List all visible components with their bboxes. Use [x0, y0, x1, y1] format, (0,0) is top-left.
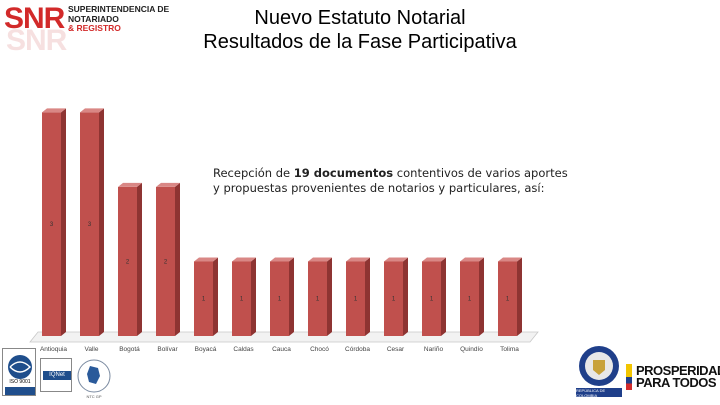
bar-side-narino	[441, 257, 446, 336]
iqnet-badge: IQNet	[40, 358, 72, 392]
bar-top-bogota	[118, 182, 142, 187]
bar-bogota	[118, 186, 137, 336]
bar-cauca	[270, 261, 289, 336]
category-label-boyaca: Boyacá	[195, 346, 217, 353]
bar-narino	[422, 261, 441, 336]
bar-cesar	[384, 261, 403, 336]
slide-title: Nuevo Estatuto Notarial Resultados de la…	[140, 6, 580, 54]
logo-line-2: NOTARIADO	[68, 13, 119, 24]
bar-valle	[80, 112, 99, 336]
ntcgp-colombia-icon	[77, 359, 111, 393]
title-line-2: Resultados de la Fase Participativa	[203, 31, 517, 53]
logo-mark-reflection: SNR	[6, 24, 67, 57]
prosperidad-line-2: PARA TODOS	[636, 375, 716, 390]
bar-side-bolivar	[175, 182, 180, 336]
category-label-caldas: Caldas	[233, 346, 254, 353]
data-label-cauca: 1	[278, 297, 282, 303]
shield-caption: REPÚBLICA DE COLOMBIA	[576, 388, 606, 398]
bar-side-bogota	[137, 182, 142, 336]
data-label-valle: 3	[88, 222, 92, 228]
data-label-caldas: 1	[240, 297, 244, 303]
data-label-antioquia: 3	[50, 222, 54, 228]
bar-side-valle	[99, 108, 104, 336]
bar-top-cordoba	[346, 257, 370, 262]
ntcgp-label: NTC GP	[86, 394, 102, 399]
data-label-tolima: 1	[506, 297, 510, 303]
bar-top-boyaca	[194, 257, 218, 262]
iso-badge-label: ISO 9001	[9, 379, 31, 385]
data-label-narino: 1	[430, 297, 434, 303]
bar-cordoba	[346, 261, 365, 336]
data-label-bolivar: 2	[164, 259, 168, 265]
bar-boyaca	[194, 261, 213, 336]
government-logos: REPÚBLICA DE COLOMBIA PROSPERIDAD PARA T…	[570, 340, 720, 402]
data-labels-group: 3 3 2 2 1 1 1 1 1 1 1 1 1	[50, 222, 510, 303]
category-label-bolivar: Bolívar	[157, 346, 178, 353]
category-label-tolima: Tolima	[500, 346, 519, 353]
bar-choco	[308, 261, 327, 336]
data-label-cesar: 1	[392, 297, 396, 303]
logo-mark: SNR	[4, 2, 65, 35]
bar-side-cesar	[403, 257, 408, 336]
bar-side-choco	[327, 257, 332, 336]
category-label-valle: Valle	[85, 346, 99, 353]
bar-antioquia	[42, 112, 61, 336]
bar-top-cauca	[270, 257, 294, 262]
bar-side-tolima	[517, 257, 522, 336]
category-labels-group: Antioquia Valle Bogotá Bolívar Boyacá Caldas C…	[40, 346, 519, 353]
bar-quindio	[460, 261, 479, 336]
bar-side-cauca	[289, 257, 294, 336]
annotation-bold: 19 documentos	[293, 166, 394, 180]
category-label-cauca: Cauca	[272, 346, 291, 353]
title-line-1: Nuevo Estatuto Notarial	[254, 7, 466, 29]
category-label-cesar: Cesar	[387, 346, 405, 353]
bar-side-caldas	[251, 257, 256, 336]
certification-logos: ISO 9001 IQNet NTC GP	[2, 346, 122, 402]
logo-line-3: & REGISTRO	[68, 23, 121, 33]
bars-group	[42, 108, 522, 336]
bar-top-tolima	[498, 257, 522, 262]
flag-stripe	[626, 364, 632, 390]
category-label-cordoba: Córdoba	[345, 346, 370, 353]
bar-top-bolivar	[156, 182, 180, 187]
ntcgp-badge: NTC GP	[76, 358, 112, 399]
category-label-antioquia: Antioquia	[40, 346, 67, 353]
bar-top-choco	[308, 257, 332, 262]
data-label-boyaca: 1	[202, 297, 206, 303]
iso-badge: ISO 9001	[2, 348, 36, 396]
chart-annotation: Recepción de 19 documentos contentivos d…	[213, 166, 573, 196]
iqnet-label: IQNet	[43, 371, 71, 380]
bar-top-antioquia	[42, 108, 66, 113]
bar-tolima	[498, 261, 517, 336]
bar-side-antioquia	[61, 108, 66, 336]
bar-top-narino	[422, 257, 446, 262]
prosperidad-line-1: PROSPERIDAD	[636, 363, 720, 378]
snr-logo: SNR SNR SUPERINTENDENCIA DE NOTARIADO & …	[2, 2, 172, 57]
data-label-cordoba: 1	[354, 297, 358, 303]
bar-top-valle	[80, 108, 104, 113]
category-label-bogota: Bogotá	[119, 346, 140, 353]
data-label-choco: 1	[316, 297, 320, 303]
category-label-choco: Chocó	[310, 346, 329, 353]
bar-top-cesar	[384, 257, 408, 262]
bar-side-boyaca	[213, 257, 218, 336]
bar-caldas	[232, 261, 251, 336]
logo-text: SUPERINTENDENCIA DE NOTARIADO & REGISTRO	[68, 4, 170, 34]
bar-side-cordoba	[365, 257, 370, 336]
prosperidad-logo: PROSPERIDAD PARA TODOS	[636, 363, 720, 390]
bar-side-quindio	[479, 257, 484, 336]
annotation-post: contentivos de varios aportes y propuest…	[213, 166, 568, 195]
iso-globe-icon	[5, 355, 35, 395]
data-label-bogota: 2	[126, 259, 130, 265]
logo-line-1: SUPERINTENDENCIA DE	[68, 4, 170, 14]
annotation-pre: Recepción de	[213, 166, 294, 180]
category-label-narino: Nariño	[424, 346, 444, 353]
bar-top-quindio	[460, 257, 484, 262]
bar-bolivar	[156, 186, 175, 336]
category-label-quindio: Quindío	[460, 346, 483, 353]
colombia-shield-icon	[576, 346, 622, 397]
bar-top-caldas	[232, 257, 256, 262]
data-label-quindio: 1	[468, 297, 472, 303]
